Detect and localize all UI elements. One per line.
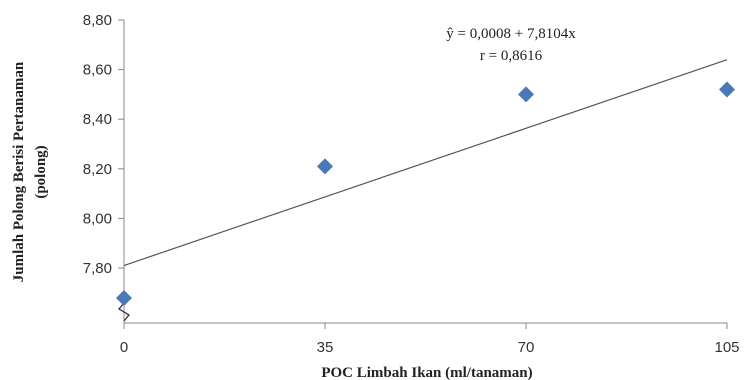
axis-break-marker [118,302,130,322]
data-point-marker [518,86,534,103]
y-tick-label: 8,60 [83,62,112,79]
y-tick-label: 8,80 [83,12,112,29]
y-axis-title-line1: Jumlah Polong Berisi Pertanaman [11,61,27,282]
trend-line [123,59,728,267]
y-tick-label: 8,00 [83,210,112,227]
x-tick-label: 70 [518,339,535,356]
data-point-marker [116,290,132,306]
data-points [116,81,735,306]
regression-equation: ŷ = 0,0008 + 7,8104x [446,26,576,42]
x-axis-title: POC Limbah Ikan (ml/tanaman) [321,365,532,380]
data-point-marker [719,81,735,98]
y-tick-label: 8,20 [83,161,112,178]
correlation-coefficient: r = 0,8616 [480,48,543,64]
x-tick-label: 35 [317,339,334,356]
x-tick-label: 105 [714,339,739,356]
y-tick-label: 8,40 [83,111,112,128]
x-axis-ticks: 0 35 70 105 [120,323,740,356]
y-axis-title-line2: (polong) [33,145,49,198]
x-tick-label: 0 [120,339,128,356]
y-axis-ticks: 7,80 8,00 8,20 8,40 8,60 8,80 [83,12,124,277]
y-tick-label: 7,80 [83,260,112,277]
data-point-marker [317,158,333,175]
